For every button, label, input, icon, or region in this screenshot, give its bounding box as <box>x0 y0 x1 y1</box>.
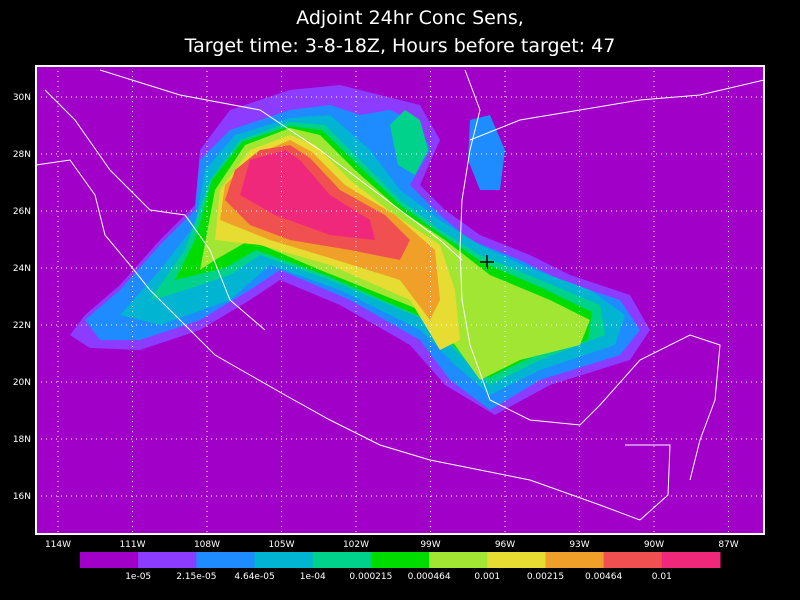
lon-label: 93W <box>569 540 589 550</box>
colorbar-box <box>429 552 488 568</box>
colorbar-label: 0.01 <box>652 572 672 582</box>
colorbar-box <box>138 552 197 568</box>
lon-label: 90W <box>644 540 664 550</box>
colorbar-box <box>545 552 605 568</box>
lon-label: 108W <box>194 540 220 550</box>
lat-label: 30N <box>13 93 31 103</box>
lon-label: 111W <box>119 540 145 550</box>
lat-label: 26N <box>13 207 31 217</box>
colorbar-box <box>312 552 372 568</box>
lon-label: 99W <box>420 540 440 550</box>
border <box>625 444 671 521</box>
title-line: Target time: 3-8-18Z, Hours before targe… <box>184 35 616 57</box>
colorbar-label: 0.001 <box>474 572 500 582</box>
colorbar-box <box>196 552 256 568</box>
colorbar-box <box>370 552 430 568</box>
lat-label: 18N <box>13 435 31 445</box>
colorbar-label: 0.000215 <box>349 572 392 582</box>
colorbar-box <box>603 552 663 568</box>
colorbar-box <box>254 552 314 568</box>
plume-blob <box>390 110 428 175</box>
lon-label: 114W <box>45 540 71 550</box>
colorbar-label: 1e-04 <box>300 572 326 582</box>
colorbar-label: 0.00215 <box>527 572 564 582</box>
plume-blob <box>468 115 505 190</box>
plume-layer <box>240 150 375 240</box>
colorbar-box <box>661 552 721 568</box>
lon-label: 105W <box>268 540 294 550</box>
colorbar-label: 4.64e-05 <box>234 572 274 582</box>
colorbar-box <box>80 552 139 568</box>
map-area <box>35 65 765 535</box>
lat-label: 16N <box>13 492 31 502</box>
colorbar-label: 0.00464 <box>585 572 622 582</box>
title-line: Adjoint 24hr Conc Sens, <box>296 7 524 29</box>
coastline <box>459 69 721 481</box>
colorbar-box <box>487 552 546 568</box>
coastline <box>469 79 765 141</box>
lat-label: 28N <box>13 150 31 160</box>
lon-label: 87W <box>718 540 738 550</box>
coastline <box>35 159 641 521</box>
lat-label: 20N <box>13 378 31 388</box>
colorbar-label: 2.15e-05 <box>176 572 216 582</box>
lon-label: 102W <box>343 540 369 550</box>
lon-label: 96W <box>495 540 515 550</box>
lat-label: 22N <box>13 321 31 331</box>
map-frame <box>35 65 765 535</box>
coastline <box>44 89 266 331</box>
lat-label: 24N <box>13 264 31 274</box>
border <box>99 69 463 261</box>
colorbar-label: 0.000464 <box>408 572 451 582</box>
colorbar-label: 1e-05 <box>125 572 151 582</box>
